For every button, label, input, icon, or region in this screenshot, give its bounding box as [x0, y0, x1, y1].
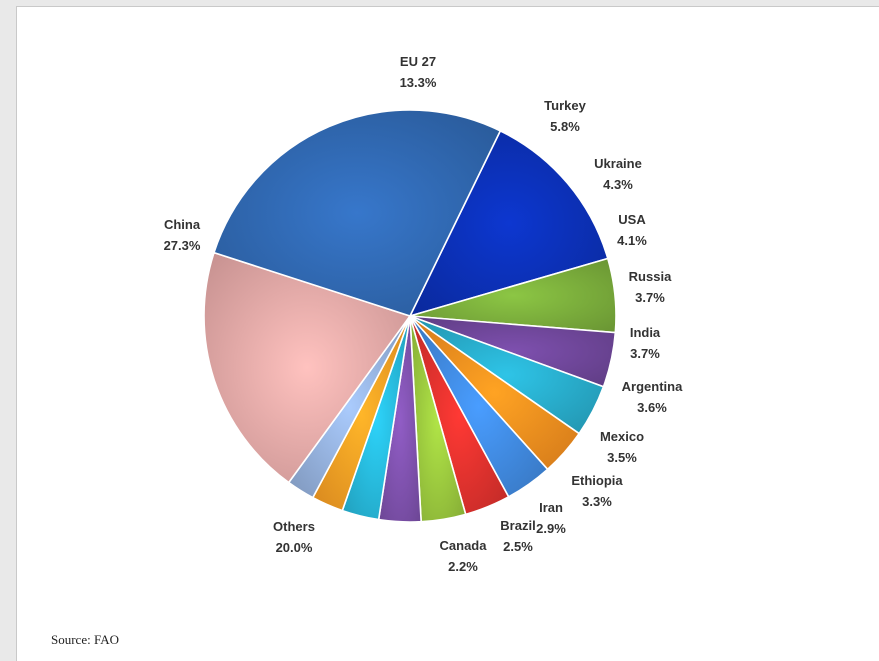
slice-value-argentina: 3.6% — [637, 400, 667, 415]
slice-label-usa: USA — [618, 212, 646, 227]
slice-value-russia: 3.7% — [635, 290, 665, 305]
slice-value-ukraine: 4.3% — [603, 177, 633, 192]
slice-value-others: 20.0% — [276, 540, 313, 555]
slice-label-iran: Iran — [539, 500, 563, 515]
slice-label-eu-27: EU 27 — [400, 54, 436, 69]
slice-value-mexico: 3.5% — [607, 450, 637, 465]
slice-value-india: 3.7% — [630, 346, 660, 361]
slice-label-ukraine: Ukraine — [594, 156, 642, 171]
slice-label-india: India — [630, 325, 661, 340]
slice-label-china: China — [164, 217, 201, 232]
pie-slice-eu-27 — [408, 129, 609, 318]
slice-label-others: Others — [273, 519, 315, 534]
slice-label-argentina: Argentina — [622, 379, 683, 394]
slice-value-ethiopia: 3.3% — [582, 494, 612, 509]
slice-value-canada: 2.2% — [448, 559, 478, 574]
slice-value-eu-27: 13.3% — [400, 75, 437, 90]
pie-slice-others — [203, 251, 412, 484]
slice-label-russia: Russia — [629, 269, 672, 284]
slice-value-usa: 4.1% — [617, 233, 647, 248]
slice-value-brazil: 2.5% — [503, 539, 533, 554]
slice-label-turkey: Turkey — [544, 98, 586, 113]
slice-value-china: 27.3% — [164, 238, 201, 253]
slice-value-iran: 2.9% — [536, 521, 566, 536]
slice-value-turkey: 5.8% — [550, 119, 580, 134]
slice-label-ethiopia: Ethiopia — [571, 473, 623, 488]
slice-label-canada: Canada — [440, 538, 488, 553]
pie-slice-china — [212, 109, 502, 317]
slice-label-brazil: Brazil — [500, 518, 535, 533]
slice-label-mexico: Mexico — [600, 429, 644, 444]
source-note: Source: FAO — [51, 632, 120, 647]
